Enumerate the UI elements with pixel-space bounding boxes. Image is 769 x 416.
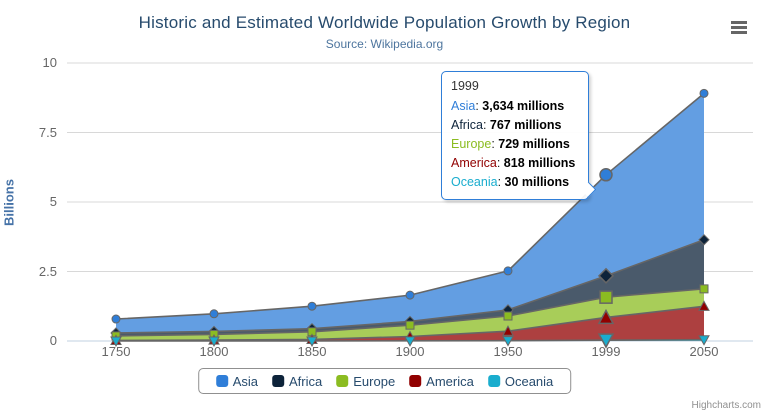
marker-asia-2050[interactable] [699,88,709,98]
context-menu-icon[interactable] [731,21,747,36]
marker-oceania-1850[interactable] [306,336,318,347]
marker-europe-2050[interactable] [699,284,709,294]
marker-asia-1800[interactable] [209,309,219,319]
marker-oceania-1950[interactable] [502,336,514,347]
marker-europe-1950[interactable] [503,311,513,321]
area-africa[interactable] [116,239,704,336]
tooltip-row-africa: Africa: 767 millions [451,118,562,132]
legend-label: Africa [289,373,323,389]
legend: Asia Africa Europe America Oceania [197,368,572,394]
legend-label: Oceania [504,373,554,389]
area-america[interactable] [116,306,704,341]
x-axis-label-1750: 1750 [101,344,131,359]
legend-swatch-africa [272,375,285,387]
tooltip-series-value: 3,634 millions [482,99,565,113]
marker-asia-1999[interactable] [599,168,613,182]
tooltip-header: 1999 [451,79,479,93]
marker-africa-1999[interactable] [597,267,615,284]
tooltip-series-name: Asia [451,99,476,113]
marker-oceania-1999[interactable] [597,333,615,349]
x-axis-label-1800: 1800 [199,344,229,359]
x-axis-label-2050: 2050 [689,344,719,359]
legend-item-africa[interactable]: Africa [272,374,322,389]
marker-europe-1999[interactable] [599,290,613,304]
legend-item-europe[interactable]: Europe [336,374,395,389]
legend-swatch-america [409,375,422,387]
x-axis-label-1999: 1999 [591,344,621,359]
marker-asia-1900[interactable] [405,290,415,300]
marker-america-2050[interactable] [698,300,710,311]
marker-europe-1900[interactable] [405,320,415,330]
legend-swatch-asia [215,375,228,387]
y-axis-label-0: 0 [49,333,57,348]
area-asia[interactable] [116,93,704,333]
tooltip-series-name: Oceania [451,175,498,189]
tooltip-series-value: 818 millions [503,156,576,170]
marker-asia-1850[interactable] [307,301,317,311]
tooltip-series-value: 729 millions [498,137,570,151]
hamburger-bar [731,26,747,29]
marker-africa-2050[interactable] [698,234,710,246]
legend-item-oceania[interactable]: Oceania [487,373,554,389]
marker-asia-1750[interactable] [111,314,121,324]
legend-swatch-europe [336,375,349,387]
legend-item-asia[interactable]: Asia [215,373,259,389]
marker-asia-1950[interactable] [503,266,513,276]
hamburger-bar [731,31,747,34]
y-axis-label-5: 5 [49,194,57,209]
y-axis-label-7.5: 7.5 [38,124,57,140]
y-axis-label-2.5: 2.5 [38,263,57,279]
legend-label: Europe [353,373,396,389]
x-axis-label-1950: 1950 [493,344,523,359]
x-axis-label-1900: 1900 [395,344,425,359]
tooltip-rows: Asia: 3,634 millions Africa: 767 millions… [451,97,579,192]
legend-item-america[interactable]: America [409,374,474,389]
tooltip-series-value: 30 millions [504,175,570,189]
legend-swatch-oceania [487,375,500,387]
tooltip-series-name: Europe [451,137,492,151]
marker-oceania-2050[interactable] [698,335,710,346]
tooltip-row-europe: Europe: 729 millions [451,137,570,151]
tooltip: 1999 Asia: 3,634 millions Africa: 767 mil… [441,71,597,200]
credits-link[interactable]: Highcharts.com [691,400,761,411]
tooltip-row-america: America: 818 millions [451,156,576,170]
marker-america-1999[interactable] [597,308,615,325]
hamburger-bar [731,21,747,24]
marker-oceania-1800[interactable] [208,336,220,347]
marker-america-1950[interactable] [502,325,514,336]
marker-oceania-1750[interactable] [110,336,122,347]
marker-oceania-1900[interactable] [404,336,416,347]
y-axis-label-10: 10 [42,55,57,70]
chart-subtitle: Source: Wikipedia.org [325,37,444,51]
tooltip-series-name: America [451,156,497,170]
legend-label: America [426,373,474,389]
x-axis-label-1850: 1850 [297,344,327,359]
tooltip-row-asia: Asia: 3,634 millions [451,99,565,113]
chart-title: Historic and Estimated Worldwide Populat… [138,13,631,32]
tooltip-series-name: Africa [451,118,483,132]
legend-label: Asia [232,373,259,389]
tooltip-series-value: 767 millions [489,118,562,132]
tooltip-row-oceania: Oceania: 30 millions [451,175,570,189]
